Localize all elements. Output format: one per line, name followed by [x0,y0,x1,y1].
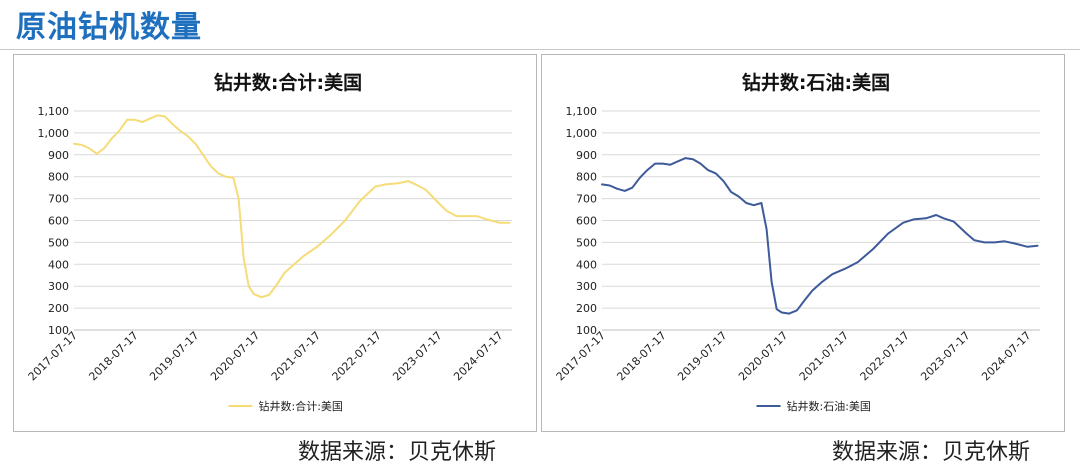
legend-label: 钻井数:石油:美国 [787,399,871,413]
x-tick-label: 2020-07-17 [736,329,790,383]
series-line [73,114,511,299]
y-tick-label: 200 [576,302,597,315]
chart-title: 钻井数:合计:美国 [214,71,362,94]
chart-panel-oil: 钻井数:石油:美国 1,100 1,000 900 800 700 600 500 400 300… [541,54,1065,432]
y-tick-label: 300 [576,280,597,293]
y-tick-label: 1,100 [566,105,598,118]
x-tick-label: 2021-07-17 [269,329,323,383]
x-tick-label: 2017-07-17 [554,329,608,383]
y-tick-label: 900 [48,149,69,162]
chart-total-rigs: 钻井数:合计:美国 1,100 1,000 900 800 700 600 500 400 300… [26,71,512,413]
y-tick-label: 500 [576,236,597,249]
x-tick-label: 2023-07-17 [918,329,972,383]
x-tick-label: 2018-07-17 [614,329,668,383]
x-tick-label: 2024-07-17 [979,329,1033,383]
y-tick-label: 700 [48,193,69,206]
x-tick-label: 2019-07-17 [675,329,729,383]
y-tick-label: 1,100 [38,105,70,118]
y-tick-label: 800 [576,171,597,184]
y-tick-label: 800 [48,171,69,184]
series-line [601,157,1039,315]
x-tick-label: 2022-07-17 [858,329,912,383]
y-tick-label: 500 [48,236,69,249]
data-source-note-right: 数据来源：贝克休斯 [832,440,1031,465]
chart-oil-rigs: 钻井数:石油:美国 1,100 1,000 900 800 700 600 500 400 300… [554,71,1040,413]
y-tick-label: 400 [576,258,597,271]
title-divider [0,49,1080,50]
y-tick-label: 1,000 [566,127,598,140]
x-tick-label: 2020-07-17 [208,329,262,383]
page-title: 原油钻机数量 [16,10,202,45]
y-tick-label: 600 [48,215,69,228]
y-tick-label: 400 [48,258,69,271]
y-tick-label: 600 [576,215,597,228]
y-tick-label: 300 [48,280,69,293]
y-tick-label: 100 [576,324,597,337]
x-tick-label: 2022-07-17 [330,329,384,383]
x-tick-label: 2017-07-17 [26,329,80,383]
y-tick-label: 1,000 [38,127,70,140]
x-tick-label: 2024-07-17 [451,329,505,383]
x-tick-label: 2023-07-17 [390,329,444,383]
legend-label: 钻井数:合计:美国 [259,399,343,413]
y-tick-label: 900 [576,149,597,162]
data-source-note-left: 数据来源：贝克休斯 [298,440,497,465]
y-tick-label: 100 [48,324,69,337]
chart-panel-total: 钻井数:合计:美国 1,100 1,000 900 800 700 600 500 400 300… [13,54,537,432]
chart-title: 钻井数:石油:美国 [742,71,890,94]
y-tick-label: 700 [576,193,597,206]
x-tick-label: 2021-07-17 [797,329,851,383]
x-tick-label: 2019-07-17 [147,329,201,383]
x-tick-label: 2018-07-17 [86,329,140,383]
y-tick-label: 200 [48,302,69,315]
